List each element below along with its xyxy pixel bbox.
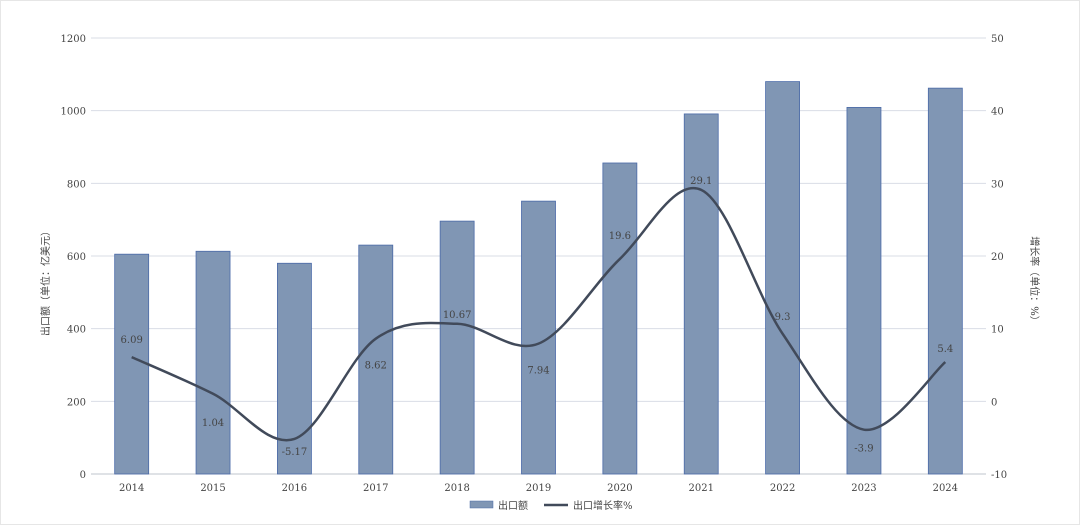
x-tick-label: 2018 xyxy=(444,483,469,494)
bar-2021 xyxy=(683,113,719,475)
growth-label-2014: 6.09 xyxy=(121,335,143,346)
y-tick-label: 800 xyxy=(67,179,86,190)
x-tick-label: 2014 xyxy=(119,483,144,494)
x-tick-label: 2017 xyxy=(363,483,388,494)
x-tick-label: 2020 xyxy=(607,483,632,494)
y2-axis-title: 增长率（单位：%） xyxy=(1028,236,1041,326)
x-tick-label: 2019 xyxy=(526,483,551,494)
bar-2023 xyxy=(846,106,882,475)
bars xyxy=(114,81,963,475)
y2-tick-label: 40 xyxy=(991,107,1004,118)
y-axis-title: 出口额（单位：亿美元） xyxy=(39,226,52,336)
bar-2015 xyxy=(195,250,231,475)
y2-tick-label: -10 xyxy=(991,470,1007,481)
x-tick-label: 2022 xyxy=(770,483,795,494)
y-tick-label: 400 xyxy=(67,325,86,336)
y2-tick-label: 0 xyxy=(991,397,997,408)
y-tick-label: 600 xyxy=(67,252,86,263)
growth-rate-line xyxy=(131,186,947,442)
bar-2016 xyxy=(277,262,312,475)
y-tick-label: 1000 xyxy=(61,107,86,118)
legend-bar-label: 出口额 xyxy=(498,499,528,512)
bar-2017 xyxy=(358,244,394,475)
y2-tick-label: 50 xyxy=(991,34,1004,45)
bar-2020 xyxy=(602,162,638,475)
legend: 出口额 出口增长率% xyxy=(469,499,633,512)
x-tick-label: 2015 xyxy=(200,483,225,494)
x-tick-label: 2016 xyxy=(282,483,307,494)
growth-label-2017: 8.62 xyxy=(365,361,387,372)
growth-label-2015: 1.04 xyxy=(202,418,224,429)
legend-bar-swatch xyxy=(469,500,494,509)
growth-label-2024: 5.4 xyxy=(937,344,953,355)
x-tick-label: 2021 xyxy=(689,483,714,494)
legend-line-label: 出口增长率% xyxy=(573,499,633,512)
growth-label-2016: -5.17 xyxy=(282,447,308,458)
bar-2022 xyxy=(765,81,800,475)
x-tick-label: 2023 xyxy=(851,483,876,494)
y-tick-label: 200 xyxy=(67,397,86,408)
bar-2014 xyxy=(114,253,150,475)
y-tick-label: 1200 xyxy=(61,34,86,45)
bar-2018 xyxy=(439,220,475,475)
growth-label-2018: 10.67 xyxy=(443,310,472,321)
y2-tick-label: 30 xyxy=(991,179,1004,190)
growth-label-2021: 29.1 xyxy=(690,176,712,187)
growth-label-2023: -3.9 xyxy=(854,444,873,455)
data-labels: 6.09 1.04 -5.17 8.62 10.67 7.94 19.6 29.1 9.3 -3.… xyxy=(121,176,954,458)
growth-label-2020: 19.6 xyxy=(609,231,631,242)
y2-tick-label: 20 xyxy=(991,252,1004,263)
growth-label-2022: 9.3 xyxy=(775,312,791,323)
growth-label-2019: 7.94 xyxy=(527,366,549,377)
y2-tick-label: 10 xyxy=(991,325,1004,336)
y-tick-label: 0 xyxy=(80,470,86,481)
x-tick-label: 2024 xyxy=(933,483,958,494)
bar-2024 xyxy=(927,87,963,475)
axis-ticks: 0 200 400 600 800 1000 1200 -10 0 10 20 30 40 50 2014 2… xyxy=(61,34,1008,494)
